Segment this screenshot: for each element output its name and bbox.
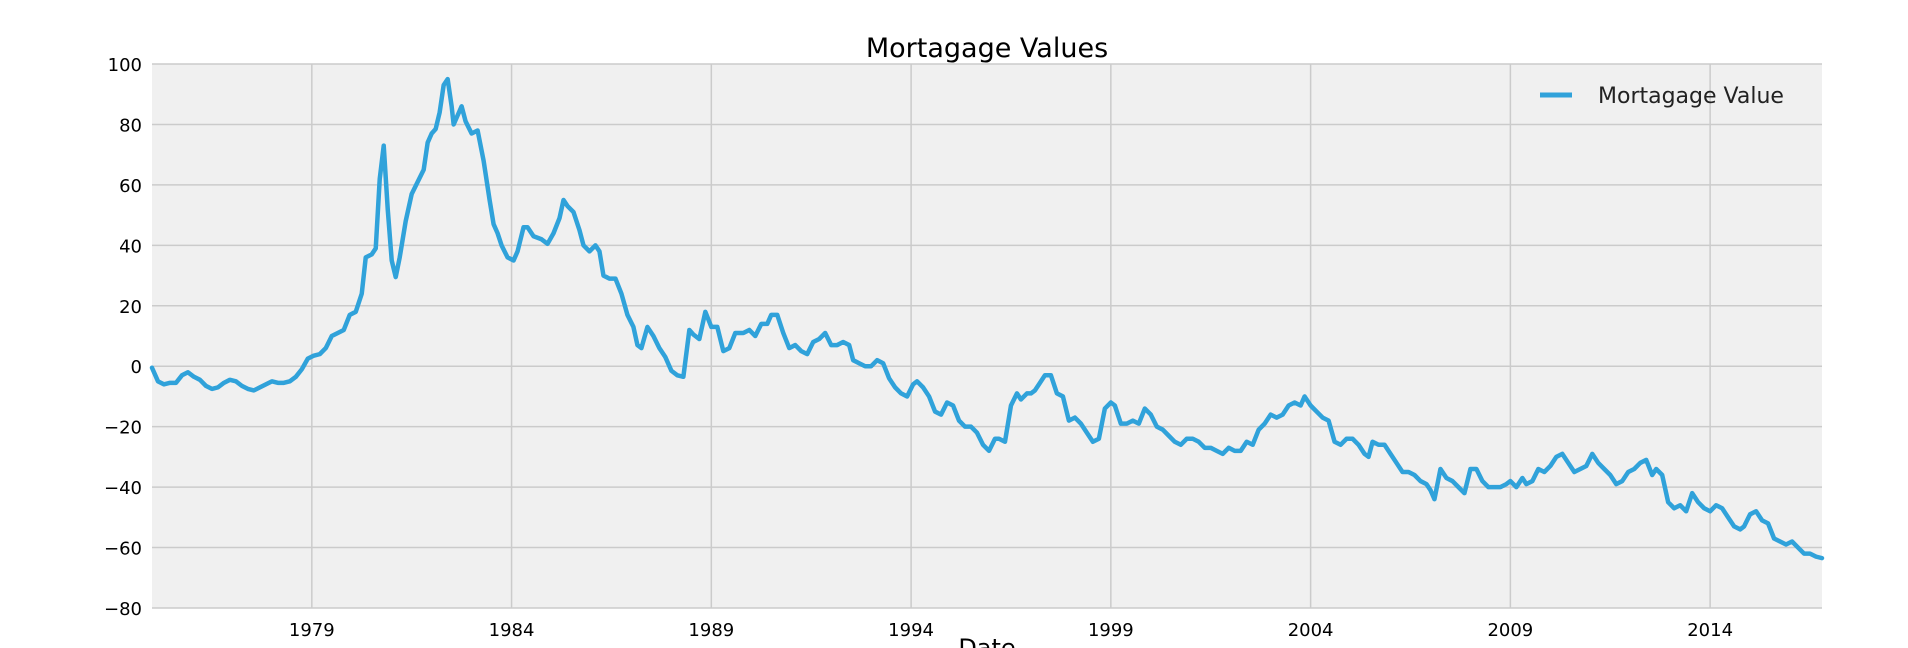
x-tick-label: 1994: [888, 620, 934, 641]
series-line: [149, 76, 1825, 561]
y-tick-label: 80: [119, 115, 142, 136]
y-tick-label: −20: [104, 418, 142, 439]
x-tick-label: 1989: [688, 620, 734, 641]
y-tick-label: −80: [104, 599, 142, 620]
x-tick-label: 1999: [1088, 620, 1134, 641]
y-tick-label: −60: [104, 539, 142, 560]
legend-label: Mortagage Value: [1598, 84, 1784, 109]
grid-lines: [152, 63, 1822, 609]
y-tick-label: 60: [119, 176, 142, 197]
x-tick-label: 1984: [489, 620, 535, 641]
y-tick-label: 40: [119, 236, 142, 257]
x-tick-label: 2014: [1687, 620, 1733, 641]
y-tick-label: 100: [108, 55, 142, 76]
series-group: [149, 76, 1825, 561]
chart-title: Mortagage Values: [866, 33, 1108, 64]
y-tick-label: −40: [104, 478, 142, 499]
plot-background: [152, 64, 1822, 608]
y-tick-label: 0: [131, 357, 142, 378]
x-axis-ticks: 1979 1984 1989 1994 1999 2004 2009 2014: [289, 620, 1733, 641]
x-tick-label: 1979: [289, 620, 335, 641]
y-axis-ticks: 100 80 60 40 20 0 −20 −40 −60 −80: [104, 55, 142, 620]
y-tick-label: 20: [119, 297, 142, 318]
x-axis-label: Date: [958, 634, 1015, 648]
x-tick-label: 2009: [1487, 620, 1533, 641]
x-tick-label: 2004: [1288, 620, 1334, 641]
legend: Mortagage Value: [1540, 84, 1784, 109]
